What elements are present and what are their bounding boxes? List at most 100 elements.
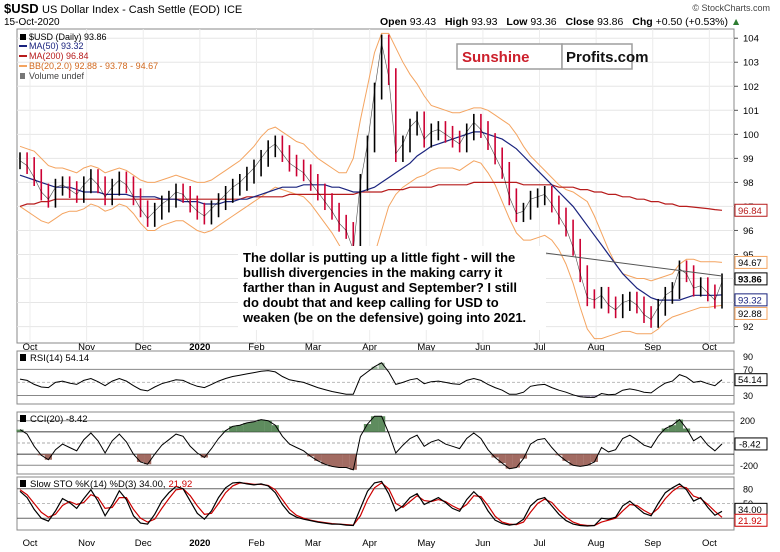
- x-tick-label: Oct: [702, 342, 717, 353]
- x-tick-label: Aug: [588, 538, 605, 549]
- price-legend: $USD (Daily) 93.86 MA(50) 93.32 MA(200) …: [19, 32, 158, 81]
- cci-plot: -2000200-8.42: [16, 415, 768, 471]
- price-value-tag-text: 96.84: [738, 206, 762, 217]
- instrument-name: US Dollar Index - Cash Settle (EOD) ICE: [42, 4, 242, 16]
- ma50-line: [19, 131, 723, 301]
- bb-legend-text: BB(20,2.0) 92.88 - 93.78 - 94.67: [29, 61, 158, 71]
- commentary-box: The dollar is putting up a little fight …: [238, 246, 546, 330]
- x-tick-label: Oct: [702, 538, 717, 549]
- sto-d-line: [19, 482, 723, 527]
- x-tick-label: Oct: [23, 342, 38, 353]
- rsi-y-tick-label: 30: [743, 391, 753, 401]
- x-tick-label: Sep: [644, 342, 661, 353]
- price-y-tick-label: 96: [743, 226, 754, 237]
- logo-box-left: [456, 43, 563, 70]
- x-tick-label: May: [417, 342, 435, 353]
- ma200-legend-text: MA(200) 96.84: [29, 51, 89, 61]
- instrument-title: US Dollar Index - Cash Settle (EOD): [42, 4, 220, 16]
- sto-label-d: 21.92: [169, 479, 193, 490]
- x-tick-label: Dec: [135, 342, 152, 353]
- price-legend-swatch: [20, 34, 26, 40]
- rsi-value-tag: [734, 373, 768, 387]
- sto-label-main: Slow STO %K(14) %D(3) 34.00,: [30, 479, 166, 490]
- attribution: © StockCharts.com: [692, 3, 770, 13]
- rsi-value-tag-text: 54.14: [738, 375, 762, 386]
- price-y-tick-label: 99: [743, 154, 754, 165]
- cci-value-tag: [734, 437, 768, 451]
- x-tick-label: 2020: [189, 342, 210, 353]
- price-y-tick-label: 98: [743, 178, 754, 189]
- commentary-background: [238, 246, 546, 330]
- rsi-legend-swatch: [20, 354, 26, 361]
- x-tick-label: May: [417, 538, 435, 549]
- price-value-tag: [734, 293, 768, 307]
- symbol: $USD: [4, 1, 39, 16]
- low-label: Low: [506, 16, 528, 28]
- price-y-tick-label: 92: [743, 322, 754, 333]
- cci-label: CCI(20) -8.42: [30, 414, 88, 425]
- x-tick-label: Jul: [533, 342, 545, 353]
- price-y-tick-label: 101: [743, 106, 759, 117]
- sunshine-profits-logo: Sunshine Profits.com: [456, 43, 649, 70]
- open-label: Open: [380, 16, 407, 28]
- x-tick-label: Jun: [475, 342, 490, 353]
- open-value: 93.43: [410, 16, 436, 28]
- commentary-line-5: weaken (be on the defensive) going into …: [242, 310, 526, 325]
- close-value: 93.86: [597, 16, 623, 28]
- rsi-label: RSI(14) 54.14: [30, 353, 89, 364]
- commentary-line-2: bullish divergencies in the making carry…: [243, 265, 503, 280]
- x-tick-label: Jun: [475, 538, 490, 549]
- x-tick-label: Apr: [362, 538, 377, 549]
- x-tick-label: Mar: [305, 342, 321, 353]
- ma200-line: [19, 181, 723, 211]
- price-y-axis: 9293949596979899100101102103104: [734, 34, 759, 333]
- x-tick-label: Jul: [533, 538, 545, 549]
- logo-box-right: [561, 43, 633, 70]
- price-value-tag: [734, 203, 768, 217]
- cci-line: [19, 415, 723, 471]
- price-value-tag-text: 93.32: [738, 295, 762, 306]
- commentary-line-1: The dollar is putting up a little fight …: [243, 250, 515, 265]
- ma50-legend-text: MA(50) 93.32: [29, 41, 84, 51]
- x-tick-label: 2020: [189, 538, 210, 549]
- bottom-x-axis: Oct Nov Dec 2020 Feb Mar Apr May Jun Jul Aug Sep Oct: [23, 538, 717, 549]
- high-label: High: [445, 16, 468, 28]
- sto-label: Slow STO %K(14) %D(3) 34.00, 21.92: [30, 479, 192, 490]
- price-value-tag: [734, 306, 768, 320]
- price-value-tag-text: 92.88: [738, 309, 762, 320]
- x-tick-label: Sep: [644, 538, 661, 549]
- price-line: [19, 42, 723, 320]
- volume-legend-text: Volume undef: [29, 71, 85, 81]
- x-tick-label: Aug: [588, 342, 605, 353]
- price-x-axis: Oct Nov Dec 2020 Feb Mar Apr May Jun Jul Aug Sep Oct: [23, 342, 717, 353]
- x-tick-label: Nov: [78, 342, 95, 353]
- cci-y-tick-label: 200: [740, 416, 755, 426]
- x-tick-label: Feb: [248, 538, 264, 549]
- ohlc-readout: Open 93.43 High 93.93 Low 93.36 Close 93…: [380, 16, 741, 28]
- price-value-tag: [734, 255, 768, 269]
- price-series: [19, 32, 723, 340]
- rsi-panel: [16, 350, 735, 405]
- chg-label: Chg: [632, 16, 652, 28]
- logo-profits: Profits.com: [566, 49, 649, 66]
- high-value: 93.93: [471, 16, 497, 28]
- price-value-tag: [734, 272, 768, 286]
- rsi-y-tick-label: 90: [743, 352, 753, 362]
- chg-value: +0.50 (+0.53%): [656, 16, 728, 28]
- price-value-tag-text: 94.67: [738, 258, 762, 269]
- sto-d-value-text: 21.92: [738, 516, 762, 527]
- cci-y-tick-label: -200: [740, 461, 758, 471]
- sto-legend-swatch: [20, 480, 26, 487]
- volume-legend-swatch: [20, 73, 25, 79]
- price-y-tick-label: 103: [743, 58, 759, 69]
- price-value-tag-text: 93.86: [738, 274, 762, 285]
- x-tick-label: Dec: [135, 538, 152, 549]
- close-label: Close: [566, 16, 595, 28]
- x-tick-label: Apr: [362, 342, 377, 353]
- price-y-tick-label: 104: [743, 34, 759, 45]
- rsi-line: [19, 362, 723, 398]
- resistance-trendline: [544, 252, 723, 277]
- sto-k-line: [19, 480, 723, 527]
